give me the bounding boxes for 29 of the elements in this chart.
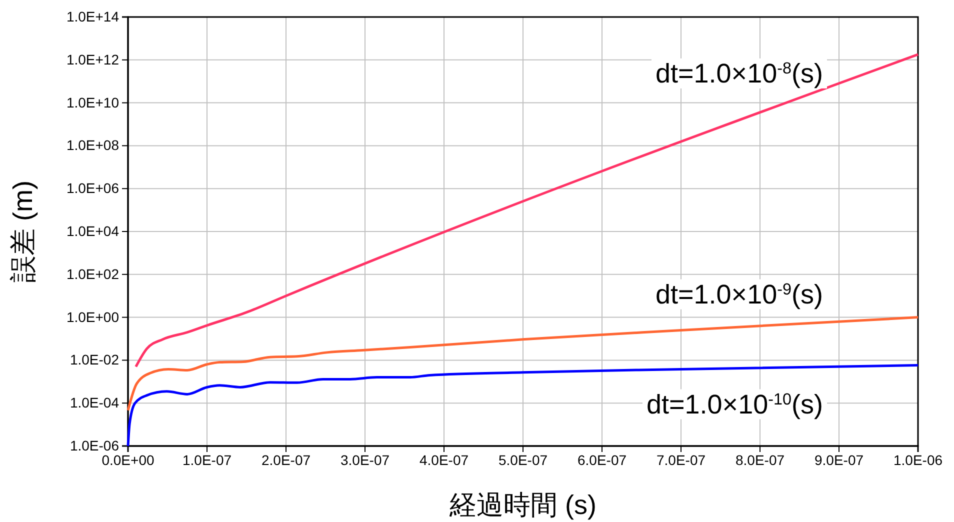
series-label: dt=1.0×10$^{-8}$(s) xyxy=(655,58,823,88)
y-tick-label: 1.0E+06 xyxy=(66,180,120,196)
y-tick-label: 1.0E+10 xyxy=(66,94,120,110)
x-tick-label: 1.0E-07 xyxy=(182,452,232,468)
series-label: dt=1.0×10$^{-10}$(s) xyxy=(646,389,823,420)
x-tick-label: 4.0E-07 xyxy=(419,452,469,468)
y-tick-label: 1.0E-04 xyxy=(70,394,120,411)
x-tick-label: 9.0E-07 xyxy=(814,452,864,468)
x-tick-label: 8.0E-07 xyxy=(735,452,785,468)
y-tick-label: 1.0E+00 xyxy=(66,308,120,325)
x-axis-title: 経過時間 (s) xyxy=(448,490,596,520)
x-tick-label: 6.0E-07 xyxy=(577,452,627,468)
y-tick-label: 1.0E+14 xyxy=(66,8,120,24)
x-tick-label: 0.0E+00 xyxy=(102,452,154,468)
y-tick-label: 1.0E+12 xyxy=(66,51,120,68)
series-label: dt=1.0×10$^{-9}$(s) xyxy=(655,279,823,310)
x-tick-label: 1.0E-06 xyxy=(893,452,943,468)
y-tick-label: 1.0E-06 xyxy=(70,437,120,454)
y-tick-label: 1.0E-02 xyxy=(70,352,120,368)
y-tick-label: 1.0E+04 xyxy=(66,222,120,239)
x-tick-label: 2.0E-07 xyxy=(261,452,311,468)
y-tick-label: 1.0E+08 xyxy=(66,137,120,154)
x-tick-label: 7.0E-07 xyxy=(656,452,706,468)
y-tick-label: 1.0E+02 xyxy=(66,266,120,282)
x-tick-label: 3.0E-07 xyxy=(340,452,390,468)
line-series xyxy=(126,364,920,448)
line-series xyxy=(134,53,920,368)
x-tick-label: 5.0E-07 xyxy=(498,452,548,468)
y-axis-title: 誤差 (m) xyxy=(8,180,38,282)
